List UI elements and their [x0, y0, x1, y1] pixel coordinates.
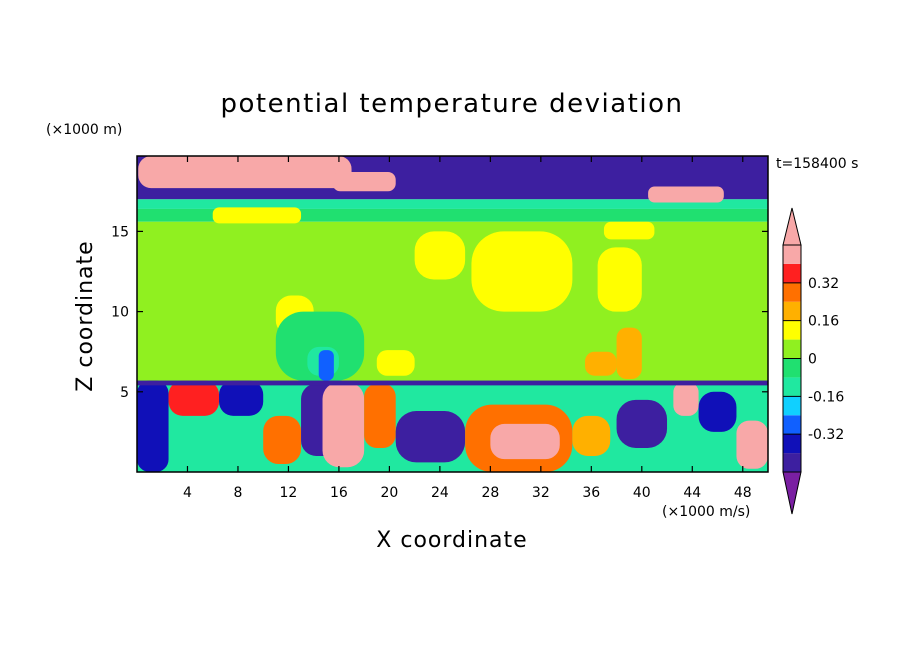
- chart-title: potential temperature deviation: [221, 89, 684, 119]
- colorbar-band: [783, 453, 801, 472]
- field-region-8: [212, 207, 302, 224]
- colorbar-tick-label: 0.32: [808, 276, 839, 292]
- x-tick-label: 36: [582, 485, 600, 501]
- y-tick-label: 15: [111, 224, 129, 240]
- field-region-15: [585, 351, 617, 376]
- colorbar-band: [783, 434, 801, 454]
- field-region-34: [736, 420, 768, 469]
- field-region-27: [395, 411, 466, 463]
- colorbar-band: [783, 245, 801, 264]
- colorbar-band: [783, 339, 801, 359]
- field-region-9: [603, 221, 655, 240]
- field-region-13: [597, 247, 642, 312]
- field-region-5: [138, 156, 352, 189]
- colorbar-band: [783, 282, 801, 302]
- field-region-31: [616, 399, 668, 448]
- x-tick-label: 12: [280, 485, 298, 501]
- colorbar-tick-label: -0.32: [808, 427, 844, 443]
- colorbar: -0.32 -0.16 0 0.16 0.32: [782, 207, 844, 515]
- field-region-22: [219, 380, 264, 416]
- colorbar-band: [783, 301, 801, 321]
- field-region-16: [275, 311, 365, 381]
- field-region-35: [137, 380, 768, 386]
- colorbar-band: [783, 396, 801, 416]
- x-tick-label: 8: [233, 485, 242, 501]
- x-tick-label: 16: [330, 485, 348, 501]
- field-region-6: [332, 172, 396, 192]
- x-tick-label: 4: [183, 485, 192, 501]
- field-region-12: [471, 231, 573, 312]
- field-region-7: [648, 186, 724, 203]
- y-tick-label: 5: [120, 385, 129, 401]
- field-region-26: [364, 383, 396, 448]
- field-region-32: [673, 382, 699, 416]
- field-region-1: [137, 199, 768, 209]
- field-region-23: [263, 415, 302, 464]
- field-region-30: [572, 415, 611, 456]
- x-tick-label: 32: [532, 485, 550, 501]
- colorbar-tick-label: 0.16: [808, 314, 839, 330]
- colorbar-tick-label: 0: [808, 352, 817, 368]
- y-axis-label: Z coordinate: [73, 240, 98, 391]
- plot-frame: [136, 155, 769, 473]
- x-tick-label: 48: [734, 485, 752, 501]
- field-region-33: [698, 391, 737, 432]
- x-tick-label: 20: [380, 485, 398, 501]
- field-region-18: [318, 350, 334, 381]
- colorbar-band: [783, 320, 801, 340]
- x-axis: 4 8 12 16 20 24 28 32 36 40 44 48: [183, 156, 752, 501]
- y-axis: 5 10 15: [111, 224, 768, 401]
- colorbar-arrow-top: [782, 207, 802, 246]
- colorbar-tick-label: -0.16: [808, 389, 844, 405]
- field-region-19: [376, 350, 415, 376]
- x-axis-label: X coordinate: [376, 528, 527, 553]
- field-region-29: [490, 423, 560, 460]
- field-region-11: [414, 231, 466, 280]
- colorbar-band: [783, 358, 801, 378]
- x-tick-label: 44: [683, 485, 701, 501]
- time-label: t=158400 s: [776, 156, 858, 172]
- x-tick-label: 28: [481, 485, 499, 501]
- field-region-14: [616, 327, 642, 379]
- y-tick-label: 10: [111, 305, 129, 321]
- x-tick-label: 24: [431, 485, 449, 501]
- plot-area: [137, 156, 768, 472]
- colorbar-band: [783, 377, 801, 397]
- field-region-20: [137, 380, 169, 472]
- colorbar-band: [783, 415, 801, 435]
- colorbar-band: [783, 263, 801, 283]
- field-region-21: [168, 380, 220, 416]
- x-unit-label: (×1000 m/s): [662, 504, 750, 520]
- colorbar-arrow-bottom: [782, 471, 802, 515]
- x-tick-label: 40: [633, 485, 651, 501]
- y-unit-label: (×1000 m): [46, 122, 122, 138]
- field-region-25: [322, 382, 365, 468]
